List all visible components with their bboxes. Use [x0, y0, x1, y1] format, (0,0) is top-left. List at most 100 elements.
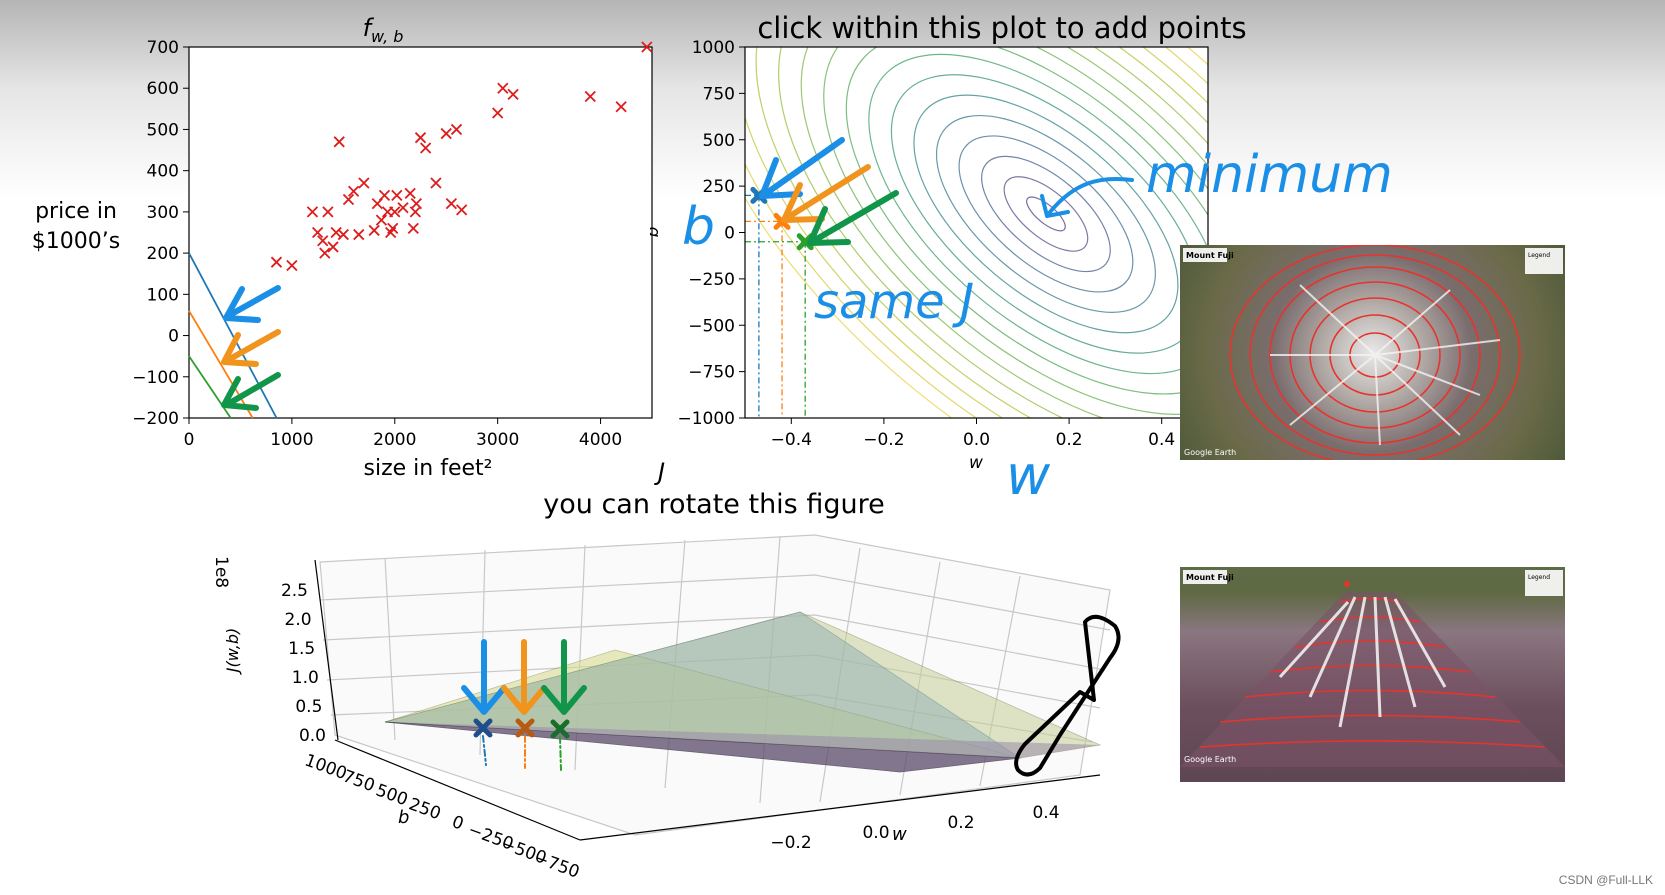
scatter-ytick-label: −100: [132, 368, 179, 388]
contour-ring: [845, 47, 1208, 395]
scatter-point: [358, 177, 370, 189]
scatter-point: [330, 226, 342, 239]
contour-ylabel: b: [650, 227, 663, 238]
scatter-point: [375, 214, 388, 226]
top-photo-credit: Google Earth: [1184, 448, 1236, 457]
scatter-point: [387, 222, 399, 235]
contour-xtick-label: 0.0: [963, 430, 990, 450]
surface-wtick-label: 0.0: [862, 823, 889, 843]
scatter-point: [420, 142, 432, 154]
contour-xticks: −0.4 −0.2 0.0 0.2 0.4: [771, 418, 1175, 450]
scatter-ylabel-line2: $1000’s: [32, 229, 120, 254]
surface-blabel: b: [398, 807, 409, 828]
surface-ztick-label: 2.0: [285, 610, 312, 630]
scatter-ytick-label: 700: [147, 38, 179, 58]
surface-ztick-label: 0.5: [295, 697, 322, 717]
contour-ytick-label: 1000: [692, 38, 735, 58]
contour-ring: [745, 47, 1208, 418]
contour-ring: [958, 135, 1134, 293]
watermark: CSDN @Full-LLK: [1558, 873, 1653, 887]
scatter-point: [397, 202, 409, 214]
contour-ytick-label: 500: [703, 131, 735, 151]
scatter-ytick-label: 100: [147, 285, 179, 305]
scatter-title: fw, b: [363, 14, 404, 46]
contour-yticks: 1000 750 500 250 0 −250 −500 −750 −1000: [677, 38, 745, 429]
scatter-point: [347, 185, 360, 197]
contour-ring: [745, 47, 1208, 418]
contour-ring: [868, 53, 1208, 375]
scatter-point: [378, 189, 391, 202]
surface-floor-axis-b: [334, 739, 581, 841]
scatter-point: [270, 256, 283, 268]
scatter-point: [322, 206, 334, 218]
scatter-point: [333, 136, 345, 148]
scatter-point: [584, 90, 596, 103]
surface-wtick-label: 0.2: [947, 813, 974, 833]
surface-ztick-label: 1.0: [292, 668, 319, 688]
scatter-xtick-label: 4000: [579, 430, 622, 450]
surface-btick-label: 250: [406, 794, 443, 824]
scatter-line-blue: [188, 252, 278, 419]
surface-subtitle: you can rotate this figure: [543, 490, 884, 520]
scatter-point: [286, 259, 298, 272]
scatter-ytick-label: 0: [168, 327, 179, 347]
surface-mesh: [384, 611, 1102, 773]
surface-wtick-label: −0.2: [770, 833, 811, 853]
scatter-ylabel-line1: price in: [35, 199, 117, 224]
scatter-point: [391, 189, 403, 202]
scatter-point: [407, 222, 419, 235]
surface-ztick-label: 1.5: [288, 639, 315, 659]
annotation-b: b: [682, 197, 715, 257]
contour-rings: [745, 47, 1208, 418]
scatter-point: [440, 127, 452, 140]
scatter-point: [353, 228, 365, 241]
scatter-xticks: 0 1000 2000 3000 4000: [184, 418, 622, 450]
surface-chart[interactable]: you can rotate this figure 1e8 J(w,b) 2.…: [180, 490, 1180, 895]
contour-ytick-label: 0: [724, 224, 735, 244]
contour-ytick-label: −1000: [677, 409, 735, 429]
scatter-frame: [188, 46, 653, 419]
top-photo-label: Mount Fuji: [1186, 251, 1234, 260]
scatter-line-orange: [188, 310, 254, 419]
contour-xtick-label: −0.2: [863, 430, 904, 450]
scatter-chart[interactable]: fw, b 0 1000 2000 3000 4000 7006005004003002…: [0, 0, 700, 490]
scatter-ytick-label: 500: [147, 120, 179, 140]
surface-zaxis: 1e8 J(w,b): [211, 556, 339, 741]
side-photo-label: Mount Fuji: [1186, 573, 1234, 582]
scatter-point: [317, 235, 329, 247]
mount-fuji-side-photo: Mount Fuji Legend Google Earth: [1180, 567, 1565, 782]
scatter-point: [615, 101, 627, 113]
contour-ytick-label: −250: [688, 270, 735, 290]
contour-ytick-label: 250: [703, 177, 735, 197]
contour-ring: [800, 47, 1208, 418]
scatter-xtick-label: 1000: [270, 430, 313, 450]
scatter-ytick-label: −200: [132, 409, 179, 429]
scatter-xtick-label: 0: [184, 430, 195, 450]
surface-zscale: 1e8: [211, 556, 231, 588]
contour-ring: [745, 47, 1208, 418]
contour-chart[interactable]: click within this plot to add points −0.…: [650, 0, 1665, 500]
scatter-arrows: [221, 285, 281, 411]
scatter-ytick-label: 600: [147, 79, 179, 99]
contour-xtick-label: −0.4: [771, 430, 812, 450]
scatter-point: [327, 241, 339, 253]
scatter-point: [507, 88, 519, 101]
scatter-point: [410, 198, 423, 210]
mount-fuji-side-contours: Mount Fuji Legend Google Earth: [1180, 570, 1565, 767]
scatter-point: [414, 132, 427, 144]
scatter-point: [450, 123, 463, 136]
side-photo-legend: Legend: [1528, 574, 1550, 581]
scatter-point: [430, 177, 442, 189]
contour-ring: [755, 47, 1208, 418]
surface-floor-axis-w: [579, 774, 1101, 841]
contour-xtick-label: 0.4: [1148, 430, 1175, 450]
side-photo-credit: Google Earth: [1184, 755, 1236, 764]
scatter-point: [445, 198, 458, 210]
annotation-same-j: same J: [814, 274, 974, 330]
contour-ytick-label: −750: [688, 363, 735, 383]
scatter-xtick-label: 3000: [476, 430, 519, 450]
surface-ztick-label: 0.0: [299, 726, 326, 746]
surface-btick-label: 0: [449, 812, 466, 834]
surface-arrows: [461, 614, 1121, 777]
scatter-point: [492, 107, 504, 119]
